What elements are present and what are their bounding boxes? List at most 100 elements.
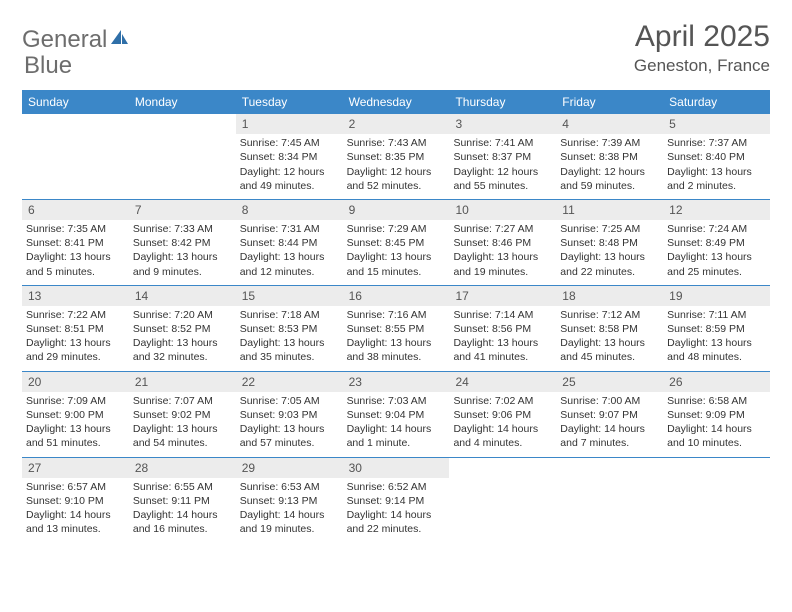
sunrise-line: Sunrise: 6:58 AM — [667, 394, 766, 408]
calendar-week: 13Sunrise: 7:22 AMSunset: 8:51 PMDayligh… — [22, 285, 770, 371]
day-body: Sunrise: 6:52 AMSunset: 9:14 PMDaylight:… — [343, 478, 450, 543]
calendar-cell: 9Sunrise: 7:29 AMSunset: 8:45 PMDaylight… — [343, 200, 450, 285]
page-title: April 2025 — [634, 20, 770, 54]
daylight-line: Daylight: 14 hours and 22 minutes. — [347, 508, 446, 536]
calendar-cell: 13Sunrise: 7:22 AMSunset: 8:51 PMDayligh… — [22, 286, 129, 371]
day-number: 1 — [236, 114, 343, 134]
sunset-line: Sunset: 8:38 PM — [560, 150, 659, 164]
calendar-cell: 11Sunrise: 7:25 AMSunset: 8:48 PMDayligh… — [556, 200, 663, 285]
daylight-line: Daylight: 13 hours and 29 minutes. — [26, 336, 125, 364]
sunset-line: Sunset: 9:00 PM — [26, 408, 125, 422]
sunset-line: Sunset: 9:04 PM — [347, 408, 446, 422]
day-body: Sunrise: 7:14 AMSunset: 8:56 PMDaylight:… — [449, 306, 556, 371]
sunset-line: Sunset: 8:44 PM — [240, 236, 339, 250]
daylight-line: Daylight: 13 hours and 51 minutes. — [26, 422, 125, 450]
day-body: Sunrise: 7:07 AMSunset: 9:02 PMDaylight:… — [129, 392, 236, 457]
calendar-cell: 6Sunrise: 7:35 AMSunset: 8:41 PMDaylight… — [22, 200, 129, 285]
calendar-cell: 21Sunrise: 7:07 AMSunset: 9:02 PMDayligh… — [129, 372, 236, 457]
sunrise-line: Sunrise: 7:02 AM — [453, 394, 552, 408]
sunset-line: Sunset: 8:53 PM — [240, 322, 339, 336]
sunrise-line: Sunrise: 7:16 AM — [347, 308, 446, 322]
sunset-line: Sunset: 8:49 PM — [667, 236, 766, 250]
calendar-cell: 25Sunrise: 7:00 AMSunset: 9:07 PMDayligh… — [556, 372, 663, 457]
day-number: 2 — [343, 114, 450, 134]
sunrise-line: Sunrise: 7:35 AM — [26, 222, 125, 236]
sunrise-line: Sunrise: 7:37 AM — [667, 136, 766, 150]
calendar-cell: . — [22, 114, 129, 199]
day-body: Sunrise: 7:37 AMSunset: 8:40 PMDaylight:… — [663, 134, 770, 199]
sunset-line: Sunset: 9:14 PM — [347, 494, 446, 508]
sunset-line: Sunset: 9:13 PM — [240, 494, 339, 508]
sunset-line: Sunset: 8:45 PM — [347, 236, 446, 250]
day-number: 15 — [236, 286, 343, 306]
calendar-cell: 20Sunrise: 7:09 AMSunset: 9:00 PMDayligh… — [22, 372, 129, 457]
sail-icon — [109, 28, 129, 53]
weekday-header: Monday — [129, 90, 236, 114]
day-number: 13 — [22, 286, 129, 306]
calendar-cell: 2Sunrise: 7:43 AMSunset: 8:35 PMDaylight… — [343, 114, 450, 199]
weekday-header: Friday — [556, 90, 663, 114]
sunrise-line: Sunrise: 7:09 AM — [26, 394, 125, 408]
daylight-line: Daylight: 13 hours and 15 minutes. — [347, 250, 446, 278]
daylight-line: Daylight: 13 hours and 57 minutes. — [240, 422, 339, 450]
calendar: SundayMondayTuesdayWednesdayThursdayFrid… — [22, 90, 770, 542]
day-body: Sunrise: 7:11 AMSunset: 8:59 PMDaylight:… — [663, 306, 770, 371]
day-body: Sunrise: 7:43 AMSunset: 8:35 PMDaylight:… — [343, 134, 450, 199]
daylight-line: Daylight: 13 hours and 5 minutes. — [26, 250, 125, 278]
sunrise-line: Sunrise: 7:05 AM — [240, 394, 339, 408]
day-number: 9 — [343, 200, 450, 220]
day-body: Sunrise: 6:57 AMSunset: 9:10 PMDaylight:… — [22, 478, 129, 543]
day-number: 19 — [663, 286, 770, 306]
sunrise-line: Sunrise: 7:20 AM — [133, 308, 232, 322]
daylight-line: Daylight: 13 hours and 35 minutes. — [240, 336, 339, 364]
calendar-cell: 19Sunrise: 7:11 AMSunset: 8:59 PMDayligh… — [663, 286, 770, 371]
sunset-line: Sunset: 8:58 PM — [560, 322, 659, 336]
day-number: 25 — [556, 372, 663, 392]
calendar-cell: 27Sunrise: 6:57 AMSunset: 9:10 PMDayligh… — [22, 458, 129, 543]
sunset-line: Sunset: 8:42 PM — [133, 236, 232, 250]
day-number: 29 — [236, 458, 343, 478]
day-number: 23 — [343, 372, 450, 392]
sunset-line: Sunset: 9:06 PM — [453, 408, 552, 422]
day-body: Sunrise: 7:12 AMSunset: 8:58 PMDaylight:… — [556, 306, 663, 371]
day-body: Sunrise: 7:00 AMSunset: 9:07 PMDaylight:… — [556, 392, 663, 457]
sunset-line: Sunset: 9:02 PM — [133, 408, 232, 422]
daylight-line: Daylight: 13 hours and 41 minutes. — [453, 336, 552, 364]
weekday-header: Wednesday — [343, 90, 450, 114]
day-body: Sunrise: 6:58 AMSunset: 9:09 PMDaylight:… — [663, 392, 770, 457]
sunset-line: Sunset: 8:55 PM — [347, 322, 446, 336]
day-body: Sunrise: 7:27 AMSunset: 8:46 PMDaylight:… — [449, 220, 556, 285]
logo-text-general: General — [22, 26, 107, 54]
daylight-line: Daylight: 14 hours and 13 minutes. — [26, 508, 125, 536]
day-number: 11 — [556, 200, 663, 220]
sunset-line: Sunset: 8:48 PM — [560, 236, 659, 250]
weekday-header: Thursday — [449, 90, 556, 114]
daylight-line: Daylight: 13 hours and 32 minutes. — [133, 336, 232, 364]
day-number: 24 — [449, 372, 556, 392]
calendar-cell: . — [556, 458, 663, 543]
day-body: Sunrise: 7:33 AMSunset: 8:42 PMDaylight:… — [129, 220, 236, 285]
title-block: April 2025 Geneston, France — [634, 20, 770, 76]
day-body: Sunrise: 6:55 AMSunset: 9:11 PMDaylight:… — [129, 478, 236, 543]
weekday-header: Tuesday — [236, 90, 343, 114]
day-body: Sunrise: 7:29 AMSunset: 8:45 PMDaylight:… — [343, 220, 450, 285]
daylight-line: Daylight: 13 hours and 19 minutes. — [453, 250, 552, 278]
day-body: Sunrise: 7:03 AMSunset: 9:04 PMDaylight:… — [343, 392, 450, 457]
calendar-cell: 30Sunrise: 6:52 AMSunset: 9:14 PMDayligh… — [343, 458, 450, 543]
daylight-line: Daylight: 12 hours and 52 minutes. — [347, 165, 446, 193]
day-number: 30 — [343, 458, 450, 478]
daylight-line: Daylight: 13 hours and 54 minutes. — [133, 422, 232, 450]
calendar-cell: . — [663, 458, 770, 543]
calendar-cell: 26Sunrise: 6:58 AMSunset: 9:09 PMDayligh… — [663, 372, 770, 457]
daylight-line: Daylight: 14 hours and 19 minutes. — [240, 508, 339, 536]
sunset-line: Sunset: 9:10 PM — [26, 494, 125, 508]
day-number: 26 — [663, 372, 770, 392]
day-body: Sunrise: 7:20 AMSunset: 8:52 PMDaylight:… — [129, 306, 236, 371]
sunrise-line: Sunrise: 7:18 AM — [240, 308, 339, 322]
sunset-line: Sunset: 8:35 PM — [347, 150, 446, 164]
calendar-week: 27Sunrise: 6:57 AMSunset: 9:10 PMDayligh… — [22, 457, 770, 543]
sunrise-line: Sunrise: 7:41 AM — [453, 136, 552, 150]
calendar-week: 20Sunrise: 7:09 AMSunset: 9:00 PMDayligh… — [22, 371, 770, 457]
day-number: 4 — [556, 114, 663, 134]
day-body: Sunrise: 7:39 AMSunset: 8:38 PMDaylight:… — [556, 134, 663, 199]
